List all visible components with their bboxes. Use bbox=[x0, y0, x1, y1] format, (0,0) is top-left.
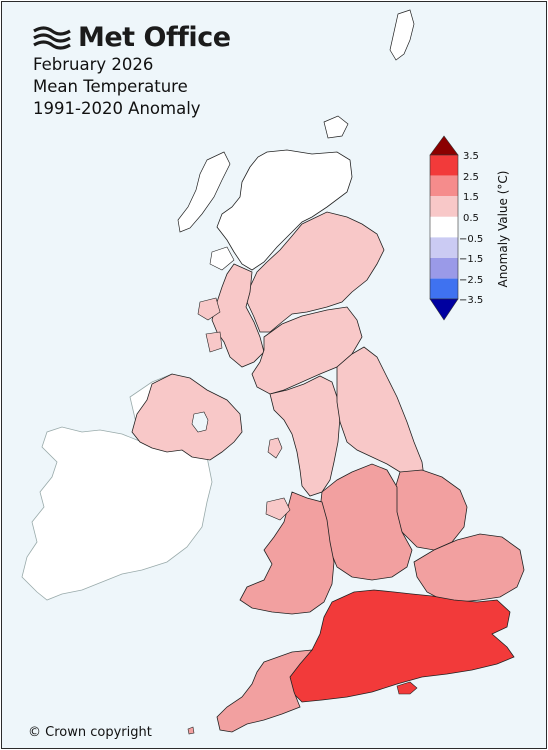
skye bbox=[209, 246, 235, 271]
east-anglia bbox=[413, 533, 525, 603]
england-northwest bbox=[269, 375, 341, 497]
colorbar-axis-label: Anomaly Value (°C) bbox=[496, 171, 510, 288]
islay bbox=[205, 331, 223, 353]
map-title-baseline: 1991-2020 Anomaly bbox=[33, 99, 201, 118]
colorbar-band bbox=[430, 175, 458, 197]
colorbar-band bbox=[430, 278, 458, 300]
colorbar-tick-label: 1.5 bbox=[463, 192, 479, 203]
colorbar-under-triangle bbox=[429, 298, 459, 321]
colorbar-tick-label: −2.5 bbox=[459, 275, 483, 286]
colorbar-band bbox=[430, 258, 458, 279]
scotland-west bbox=[211, 263, 265, 368]
colorbar-tick-label: 0.5 bbox=[463, 213, 479, 224]
anglesey bbox=[265, 497, 291, 521]
colorbar-tick-label: −0.5 bbox=[459, 234, 483, 245]
colorbar-band bbox=[430, 196, 458, 217]
northern-ireland bbox=[131, 373, 243, 461]
england-southwest bbox=[216, 649, 313, 733]
orkney bbox=[323, 115, 349, 139]
met-office-logo: Met Office bbox=[32, 22, 231, 53]
colorbar-over-triangle bbox=[429, 135, 459, 156]
anomaly-colorbar: 3.5 2.5 1.5 0.5 −0.5 −1.5 −2.5 −3.5 Anom… bbox=[429, 135, 510, 321]
met-office-wave-icon bbox=[33, 25, 71, 50]
colorbar-tick-label: −1.5 bbox=[459, 254, 483, 265]
scotland-east bbox=[246, 211, 385, 333]
isle-of-man bbox=[267, 437, 283, 459]
map-title-variable: Mean Temperature bbox=[33, 77, 188, 96]
scilly-isles bbox=[187, 726, 195, 735]
england-northeast bbox=[336, 346, 425, 481]
scotland-north bbox=[216, 149, 353, 271]
shetland bbox=[389, 9, 415, 61]
copyright-notice: © Crown copyright bbox=[28, 725, 152, 740]
colorbar-tick-label: −3.5 bbox=[459, 295, 483, 306]
mull bbox=[197, 297, 221, 321]
brand-name: Met Office bbox=[78, 22, 231, 53]
outer-hebrides bbox=[177, 151, 231, 233]
wales bbox=[239, 491, 335, 615]
scotland-south bbox=[251, 306, 363, 395]
lough-neagh bbox=[191, 411, 209, 433]
isle-of-wight bbox=[396, 681, 418, 695]
map-title-month: February 2026 bbox=[33, 55, 154, 74]
colorbar-tick-label: 2.5 bbox=[463, 172, 479, 183]
colorbar-tick-label: 3.5 bbox=[463, 151, 479, 162]
colorbar-band bbox=[430, 155, 458, 176]
colorbar-band bbox=[430, 216, 458, 238]
colorbar-band bbox=[430, 237, 458, 258]
